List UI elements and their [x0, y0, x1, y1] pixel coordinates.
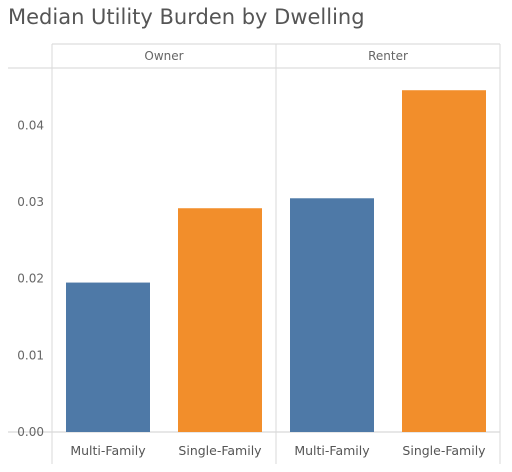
bar [290, 198, 374, 432]
bar [66, 282, 150, 432]
x-category-label: Single-Family [402, 443, 486, 458]
chart-title: Median Utility Burden by Dwelling [8, 5, 365, 29]
panel-header: Owner [144, 49, 183, 63]
bar [178, 208, 262, 432]
y-tick-label: 0.00 [17, 425, 44, 439]
bars [66, 90, 486, 433]
panel-header: Renter [368, 49, 408, 63]
x-category-label: Multi-Family [70, 443, 146, 458]
y-axis: 0.00 0.01 0.02 0.03 0.04 [17, 118, 44, 439]
x-category-label: Multi-Family [294, 443, 370, 458]
y-tick-label: 0.01 [17, 348, 44, 362]
y-tick-label: 0.02 [17, 272, 44, 286]
bar [402, 90, 486, 433]
y-tick-label: 0.03 [17, 195, 44, 209]
x-category-label: Single-Family [178, 443, 262, 458]
category-labels: Multi-Family Single-Family Multi-Family Sin… [70, 443, 486, 458]
y-tick-label: 0.04 [17, 118, 44, 132]
